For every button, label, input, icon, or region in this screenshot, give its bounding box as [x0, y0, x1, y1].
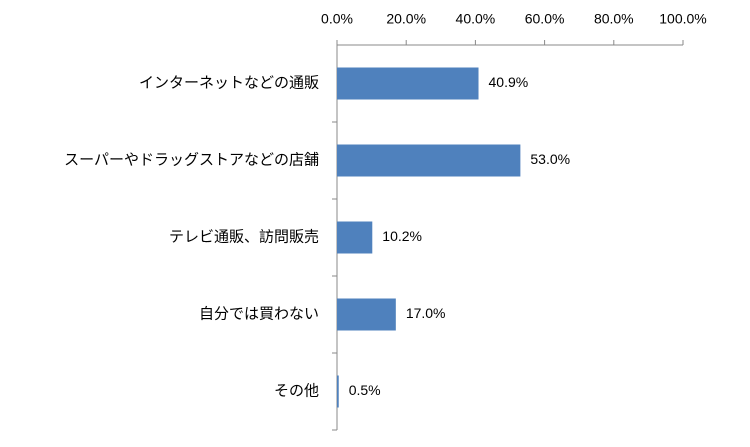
- x-tick-label: 0.0%: [321, 11, 353, 27]
- y-tick-label: その他: [274, 382, 319, 399]
- y-tick-label: 自分では買わない: [199, 305, 319, 322]
- bar: [337, 144, 521, 177]
- value-label: 0.5%: [349, 382, 381, 398]
- value-label: 53.0%: [530, 151, 570, 167]
- bar: [337, 67, 479, 100]
- bar: [337, 221, 373, 254]
- x-tick-label: 80.0%: [594, 11, 634, 27]
- value-label: 40.9%: [489, 74, 529, 90]
- y-tick-label: スーパーやドラッグストアなどの店舗: [64, 151, 319, 168]
- x-tick-label: 100.0%: [659, 11, 706, 27]
- bar: [337, 375, 339, 408]
- value-label: 17.0%: [406, 305, 446, 321]
- bar: [337, 298, 396, 331]
- x-tick-label: 20.0%: [386, 11, 426, 27]
- value-label: 10.2%: [382, 228, 422, 244]
- y-tick-label: インターネットなどの通販: [139, 74, 319, 91]
- x-tick-label: 40.0%: [456, 11, 496, 27]
- y-tick-label: テレビ通販、訪問販売: [169, 228, 319, 245]
- x-tick-label: 60.0%: [525, 11, 565, 27]
